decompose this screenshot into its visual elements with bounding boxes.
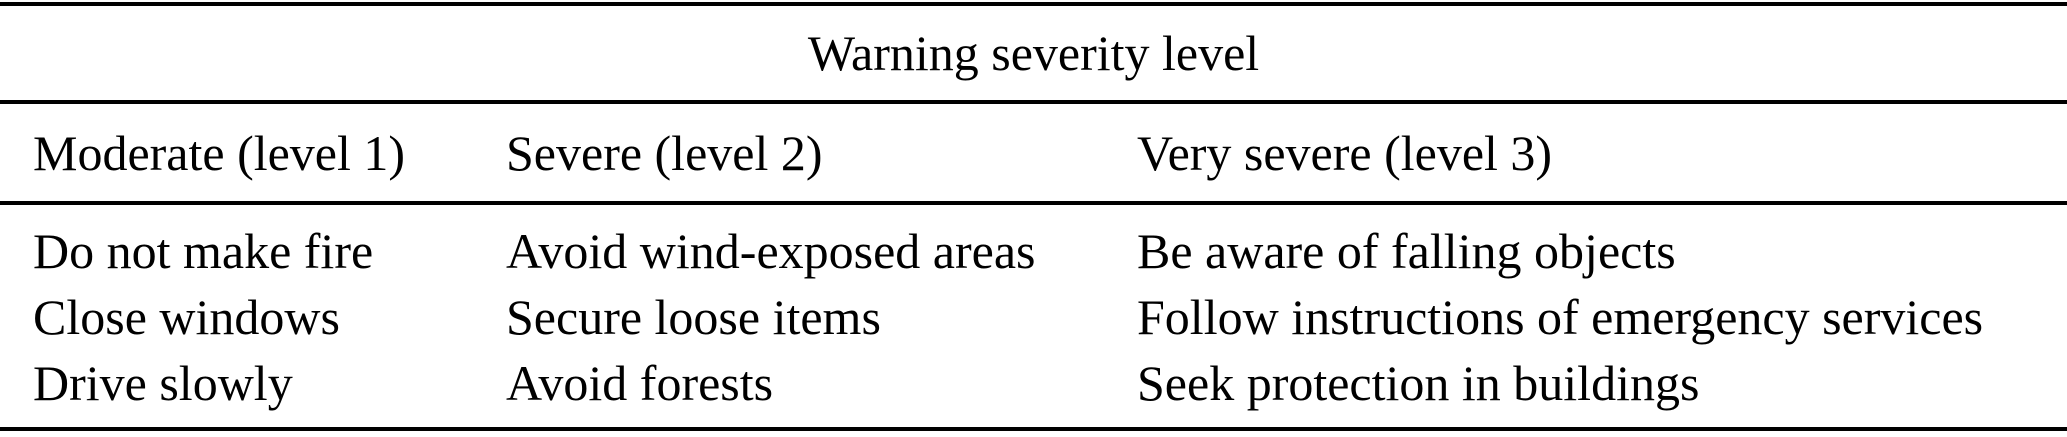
column-moderate-items: Do not make fire Close windows Drive slo… [0,218,506,427]
table-cell: Do not make fire [33,223,374,279]
table-cell: Seek protection in buildings [1137,355,1700,411]
title-separator-rule [0,100,2067,104]
top-rule [0,2,2067,6]
table-cell: Drive slowly [33,355,293,411]
table-body: Do not make fire Close windows Drive slo… [0,205,2067,427]
header-row: Moderate (level 1) Severe (level 2) Very… [0,104,2067,201]
table-cell: Be aware of falling objects [1137,223,1676,279]
bottom-rule [0,427,2067,431]
table-cell: Close windows [33,289,340,345]
column-header-moderate: Moderate (level 1) [33,124,406,181]
table-title: Warning severity level [807,25,1260,81]
table-cell: Follow instructions of emergency service… [1137,289,1984,345]
table-title-row: Warning severity level [0,6,2067,100]
column-severe-items: Avoid wind-exposed areas Secure loose it… [506,218,1137,427]
column-very-severe-items: Be aware of falling objects Follow instr… [1137,218,2067,427]
table-cell: Avoid wind-exposed areas [506,223,1036,279]
table-cell: Avoid forests [506,355,774,411]
table-cell: Secure loose items [506,289,881,345]
column-header-very-severe: Very severe (level 3) [1137,124,1553,181]
header-separator-rule [0,201,2067,205]
column-header-severe: Severe (level 2) [506,124,823,181]
